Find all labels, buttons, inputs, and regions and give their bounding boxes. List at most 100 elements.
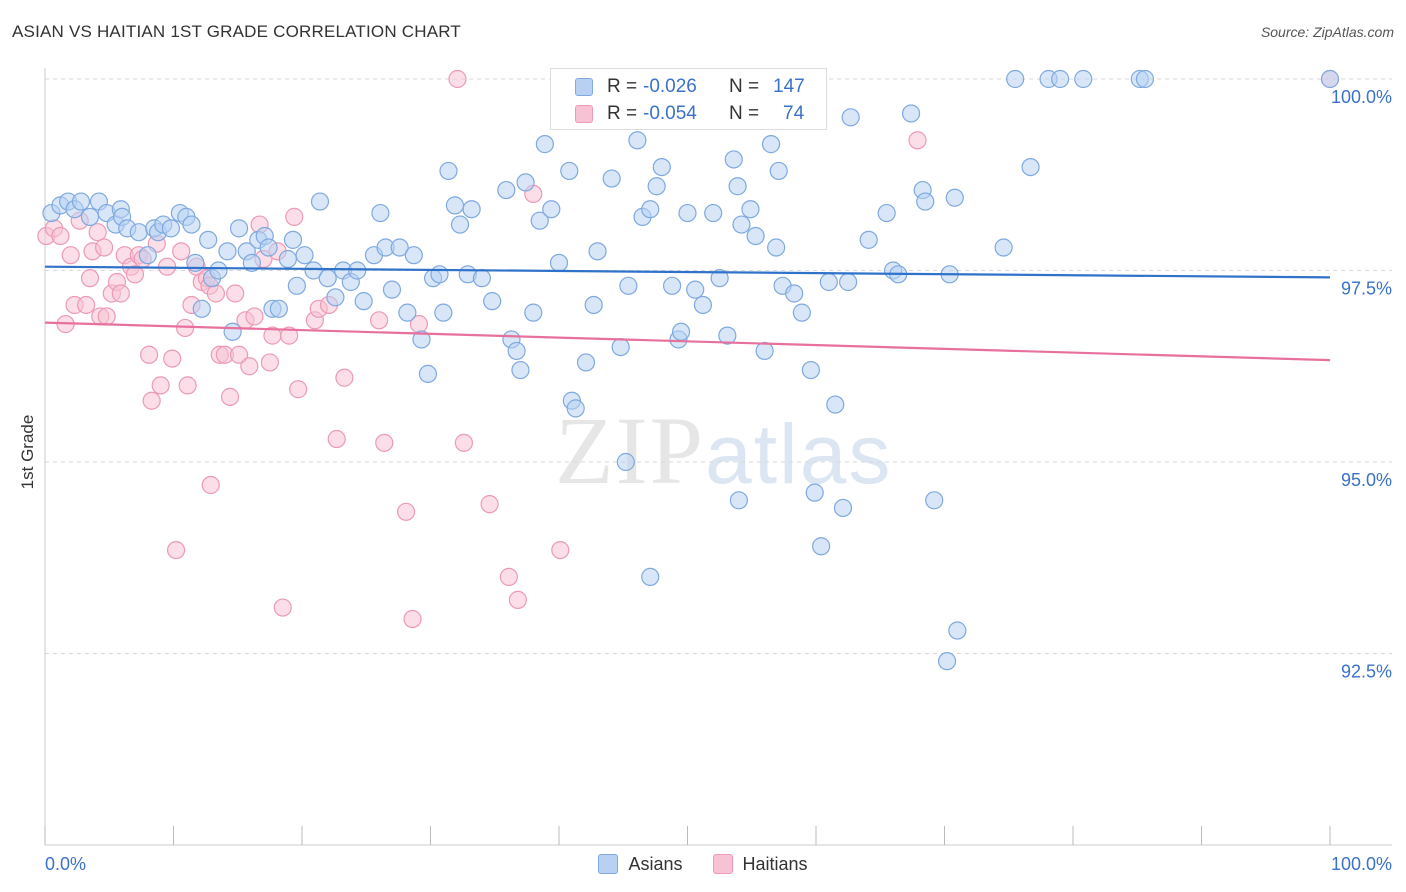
asian-point (1320, 69, 1340, 89)
asian-point (295, 246, 314, 265)
y-tick-label: 95.0% (1341, 470, 1392, 490)
asian-point (1006, 69, 1025, 89)
asian-trend-line (44, 265, 1331, 279)
asian-point (901, 104, 921, 123)
asian-point (729, 491, 749, 510)
haitian-point (499, 567, 518, 587)
legend-row-haitians: R = -0.054 N = 74 (575, 102, 804, 126)
asian-point (497, 180, 516, 200)
asian-point (439, 161, 458, 181)
asian-point (602, 169, 621, 188)
haitian-point (220, 387, 240, 406)
haitian-point (61, 246, 80, 265)
asian-point (566, 399, 585, 418)
legend-item-asians[interactable]: Asians (598, 854, 683, 875)
asian-point (718, 326, 737, 345)
haitian-point (335, 368, 354, 387)
asian-point (937, 652, 957, 671)
asian-point (925, 491, 944, 510)
asian-point (283, 230, 303, 249)
asian-point (462, 200, 481, 219)
haitian-point (273, 598, 292, 617)
haitian-point (448, 69, 467, 89)
asian-point (647, 177, 666, 196)
asian-point (398, 303, 417, 322)
asian-point (801, 360, 820, 380)
haitian-point (206, 284, 226, 303)
asian-point (662, 276, 682, 295)
legend-item-haitians[interactable]: Haitians (712, 854, 808, 875)
asian-point (616, 452, 635, 472)
watermark: ZIPatlas (555, 395, 892, 506)
series-legend: Asians Haitians (0, 851, 1406, 877)
asian-point (129, 223, 148, 242)
asians-r-value: -0.026 (643, 76, 697, 97)
haitian-point (508, 590, 527, 609)
asian-point (434, 303, 453, 322)
watermark-atlas: atlas (705, 407, 893, 501)
asian-point (371, 203, 390, 223)
asian-point (223, 322, 242, 341)
haitian-point (125, 265, 145, 284)
haitian-point (280, 326, 299, 345)
asian-point (693, 295, 713, 315)
asian-point (326, 288, 345, 307)
haitian-point (285, 207, 304, 226)
legend-row-asians: R = -0.026 N = 147 (575, 75, 805, 99)
asian-point (242, 253, 261, 272)
asian-point (812, 537, 831, 556)
haitian-point (396, 502, 416, 521)
haitian-point (166, 540, 186, 560)
asian-point (542, 200, 561, 219)
y-tick-label: 100.0% (1331, 87, 1392, 107)
stats-legend: R = -0.026 N = 147 R = -0.054 N = 74 (550, 68, 827, 130)
asian-point (724, 150, 743, 169)
haitians-swatch (575, 105, 593, 123)
source-credit: Source: ZipAtlas.com (1260, 24, 1394, 40)
asian-point (916, 192, 935, 211)
haitian-point (551, 540, 570, 560)
haitian-point (454, 433, 474, 452)
haitian-point (245, 307, 264, 326)
asian-point (507, 341, 526, 361)
haitian-point (480, 495, 499, 514)
asian-point (418, 364, 438, 384)
asian-point (945, 188, 964, 207)
haitian-point (403, 609, 422, 629)
asian-point (839, 272, 858, 292)
asian-point (877, 203, 896, 223)
asian-point (450, 215, 470, 234)
haitian-point (240, 357, 259, 376)
asian-point (704, 203, 723, 223)
asian-point (430, 265, 449, 284)
haitian-point (139, 345, 159, 364)
haitians-r-label: R = (607, 103, 638, 124)
asian-point (611, 338, 630, 357)
haitian-point (151, 376, 170, 395)
asian-point (445, 196, 465, 215)
asian-point (678, 203, 697, 223)
asian-point (728, 177, 747, 196)
asian-point (746, 226, 765, 246)
asian-point (310, 192, 330, 211)
asian-point (549, 253, 569, 272)
asian-point (619, 276, 638, 295)
haitian-point (95, 238, 114, 257)
asian-point (304, 261, 323, 280)
asian-point (229, 219, 249, 238)
asian-point (826, 395, 845, 414)
asian-point (755, 341, 774, 361)
asian-point (1051, 69, 1070, 89)
haitian-point (226, 284, 245, 303)
haitian-point (51, 226, 70, 246)
haitian-point (111, 284, 130, 303)
haitian-trend-line (44, 321, 1331, 362)
asian-point (769, 161, 788, 181)
asian-point (530, 211, 549, 230)
chart-title: ASIAN VS HAITIAN 1ST GRADE CORRELATION C… (12, 22, 461, 41)
asian-point (80, 207, 100, 226)
haitian-point (229, 345, 249, 364)
haitian-point (163, 349, 182, 368)
asian-point (404, 246, 423, 265)
